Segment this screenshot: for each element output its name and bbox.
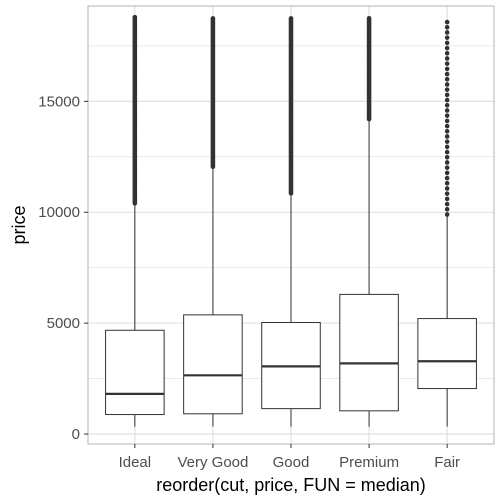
- outlier-point: [444, 19, 450, 25]
- y-tick-label: 0: [72, 426, 80, 443]
- outlier-point: [444, 97, 450, 103]
- outlier-point: [444, 180, 450, 186]
- box-fair: [417, 19, 477, 427]
- outlier-point: [444, 191, 450, 196]
- outlier-point: [444, 82, 450, 87]
- box-good: [261, 16, 321, 427]
- box-ideal: [105, 14, 165, 427]
- outlier-point: [444, 170, 450, 176]
- outlier-point: [444, 102, 450, 108]
- outlier-point: [210, 16, 216, 21]
- box-very-good: [183, 16, 243, 427]
- outlier-point: [444, 108, 450, 113]
- box-premium: [339, 15, 399, 427]
- y-tick-label: 10000: [38, 204, 80, 221]
- outlier-point: [444, 66, 450, 72]
- x-tick-label: Ideal: [119, 454, 152, 471]
- outlier-point: [444, 45, 450, 51]
- outlier-point: [444, 212, 450, 217]
- outlier-point: [444, 196, 450, 202]
- x-tick-label: Premium: [339, 454, 399, 471]
- boxes-layer: [105, 14, 477, 427]
- y-axis-title: price: [9, 205, 29, 244]
- x-axis-ticks: Ideal Very Good Good Premium Fair: [119, 444, 460, 471]
- outlier-point: [444, 186, 450, 191]
- outlier-point: [444, 92, 450, 98]
- box-iqr: [183, 314, 243, 415]
- outlier-point: [444, 71, 450, 77]
- y-axis-ticks: 0 5000 10000 15000: [38, 93, 88, 443]
- outlier-point: [444, 206, 450, 212]
- outlier-point: [444, 40, 450, 46]
- outlier-point: [444, 87, 450, 92]
- outlier-point: [444, 128, 450, 134]
- outlier-point: [444, 175, 450, 181]
- x-tick-label: Fair: [434, 454, 460, 471]
- box-iqr: [339, 293, 399, 412]
- outlier-point: [444, 149, 450, 155]
- outlier-point: [444, 139, 450, 144]
- outlier-point: [288, 16, 294, 21]
- outlier-point: [366, 15, 372, 21]
- y-tick-label: 5000: [47, 315, 80, 332]
- x-axis-title: reorder(cut, price, FUN = median): [156, 475, 426, 495]
- outlier-point: [444, 61, 450, 66]
- outlier-point: [444, 30, 450, 35]
- outlier-point: [444, 113, 450, 118]
- box-iqr: [417, 318, 477, 390]
- box-iqr: [105, 329, 165, 416]
- outlier-point: [444, 154, 450, 160]
- outlier-point: [444, 50, 450, 56]
- outlier-point: [444, 35, 450, 40]
- outlier-point: [444, 134, 450, 139]
- outlier-point: [132, 14, 138, 20]
- outlier-point: [444, 201, 450, 207]
- x-tick-label: Very Good: [177, 454, 248, 471]
- outlier-point: [444, 76, 450, 82]
- y-tick-label: 15000: [38, 93, 80, 110]
- outlier-point: [444, 24, 450, 30]
- outlier-point: [444, 118, 450, 124]
- x-tick-label: Good: [273, 454, 310, 471]
- outlier-point: [444, 56, 450, 61]
- outlier-point: [444, 165, 450, 170]
- outlier-point: [444, 144, 450, 150]
- outlier-point: [444, 160, 450, 165]
- outlier-point: [444, 123, 450, 129]
